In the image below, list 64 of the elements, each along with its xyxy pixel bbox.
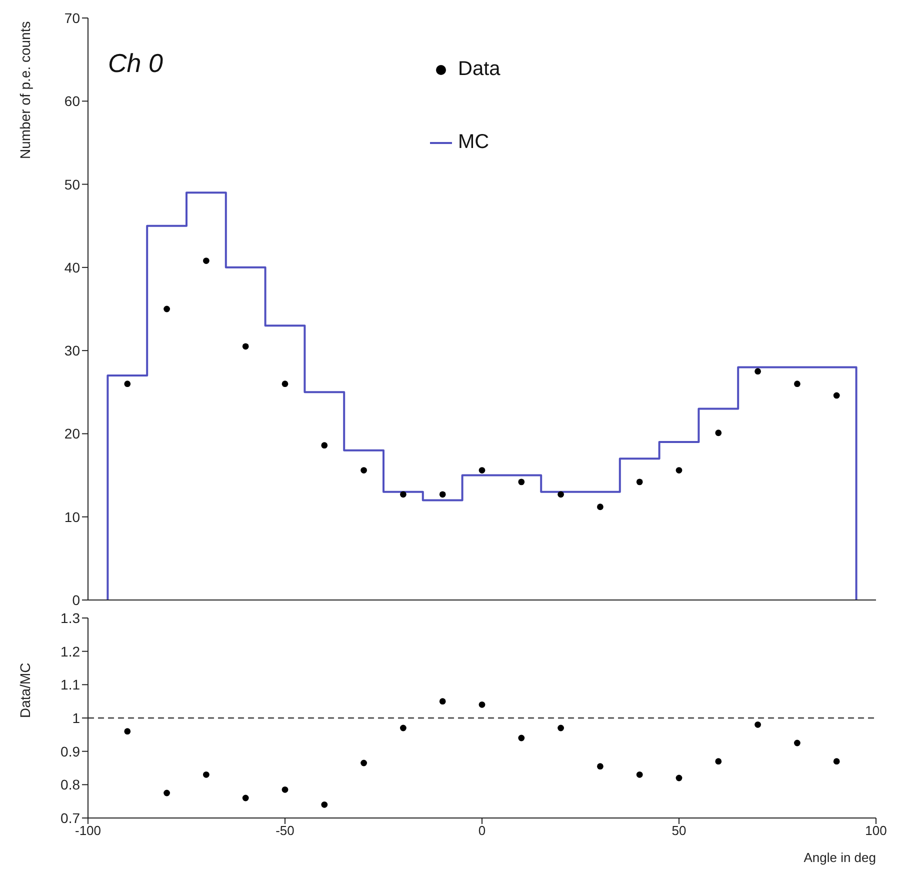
y-tick-label: 50 [64, 176, 80, 192]
point [400, 724, 406, 732]
legend-label: Data [458, 58, 500, 81]
y-tick-label: 1.3 [60, 610, 80, 626]
point [478, 701, 486, 708]
point [124, 380, 131, 388]
point [282, 786, 288, 793]
y-tick-label: 1.1 [60, 676, 80, 693]
point [439, 698, 446, 705]
point [360, 760, 367, 766]
y-tick-label: 0.7 [60, 810, 80, 826]
point [282, 380, 288, 388]
point [203, 771, 210, 778]
point [833, 758, 840, 765]
point [558, 724, 564, 732]
point [676, 467, 682, 474]
x-tick-label: 100 [865, 823, 887, 838]
point [164, 306, 170, 312]
point [636, 771, 643, 778]
point [242, 794, 249, 802]
y-tick-label: 1.2 [60, 643, 80, 660]
y-tick-label: 1 [72, 710, 80, 726]
y-axis-title: Number of p.e. counts [16, 21, 33, 159]
point [439, 491, 446, 498]
point [754, 368, 761, 375]
point [321, 801, 328, 808]
x-tick-label: -100 [74, 823, 102, 838]
y-tick-label: 20 [64, 426, 80, 442]
point [321, 442, 328, 449]
annotation: Ch 0 [108, 48, 163, 79]
point [833, 392, 840, 399]
point [360, 467, 367, 474]
point [794, 740, 800, 746]
point [203, 258, 210, 264]
point [124, 728, 131, 735]
point [164, 790, 170, 796]
y-tick-label: 0.9 [60, 743, 80, 760]
x-axis-title: Angle in deg [804, 850, 876, 865]
point [715, 758, 722, 765]
point [715, 430, 722, 436]
point [794, 380, 800, 388]
y-tick-label: 0 [72, 592, 80, 608]
y-tick-label: 30 [64, 342, 80, 359]
x-tick-label: 0 [478, 823, 486, 838]
point [636, 478, 643, 486]
point [400, 491, 406, 498]
point [558, 491, 564, 498]
y-tick-label: 10 [64, 508, 80, 525]
legend-label: MC [458, 131, 490, 154]
point [754, 721, 761, 728]
x-tick-label: -50 [276, 823, 294, 838]
point [597, 504, 604, 510]
x-tick-label: 50 [672, 823, 686, 838]
point [478, 467, 486, 474]
point [676, 774, 682, 782]
point [518, 734, 525, 742]
y-tick-label: 0.8 [60, 776, 80, 793]
y-axis-title: Data/MC [16, 662, 33, 718]
point [518, 478, 525, 486]
y-tick-label: 40 [64, 259, 80, 276]
y-tick-label: 60 [64, 93, 80, 110]
point [597, 763, 604, 770]
point [242, 343, 249, 350]
y-tick-label: 70 [64, 10, 80, 26]
